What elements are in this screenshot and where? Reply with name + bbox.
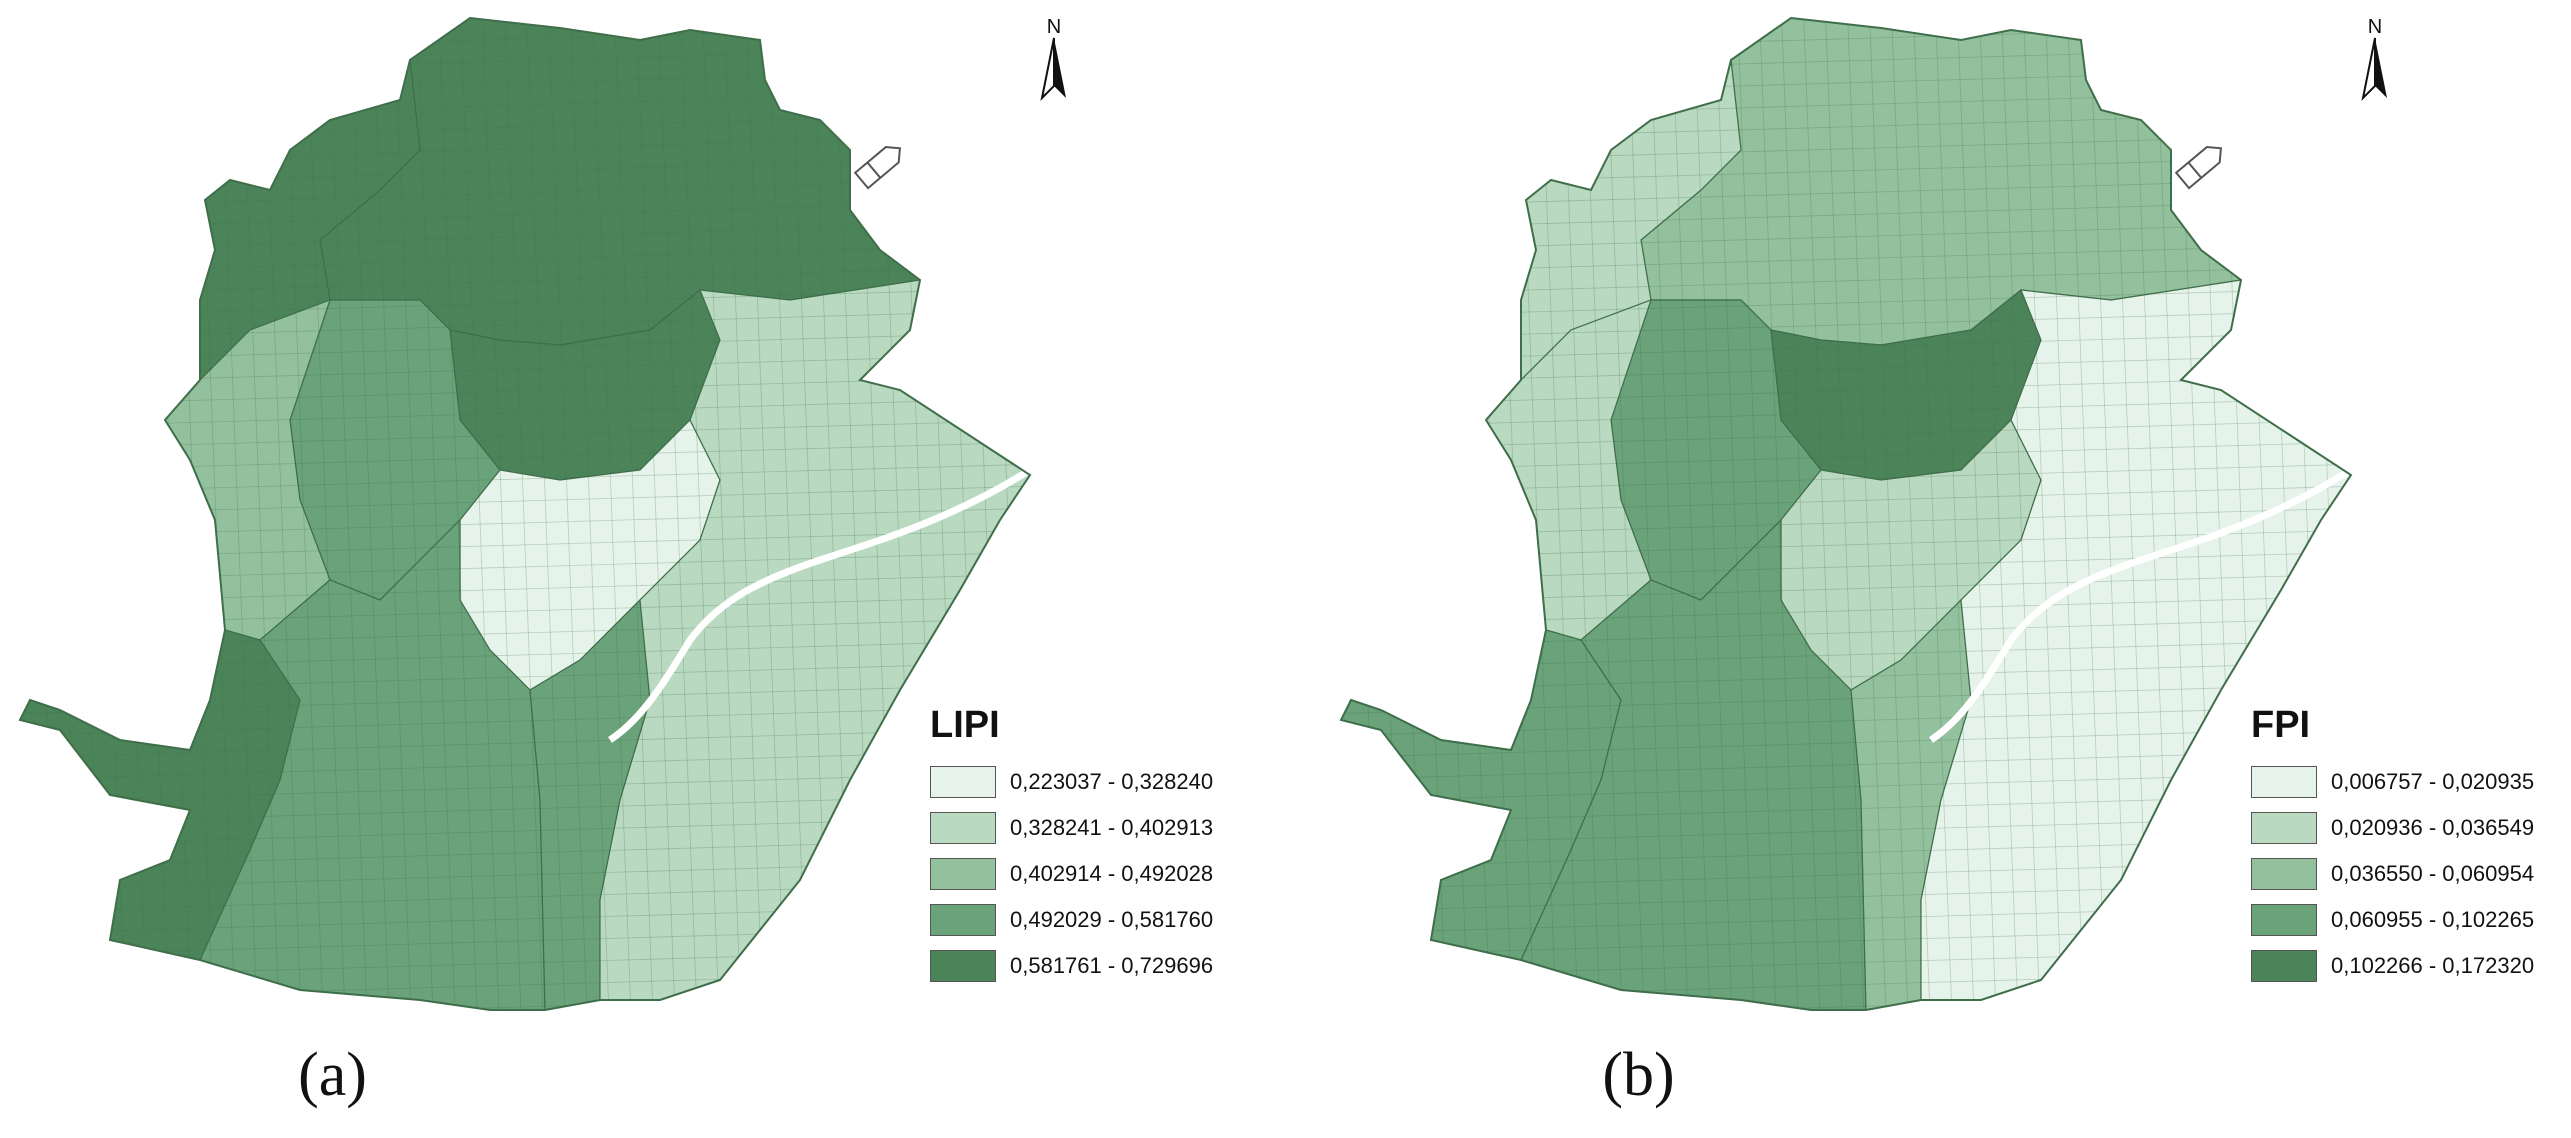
- legend-item: 0,492029 - 0,581760: [930, 903, 1213, 937]
- landmark-icon: [2174, 146, 2223, 190]
- legend-swatch: [2251, 904, 2317, 936]
- choropleth-map-b: [1339, 16, 2353, 1011]
- panel-label: (b): [1602, 1041, 1675, 1109]
- legend-item: 0,581761 - 0,729696: [930, 949, 1213, 983]
- legend-swatch: [2251, 950, 2317, 982]
- north-arrow: N: [1030, 16, 1078, 106]
- legend-swatch: [2251, 858, 2317, 890]
- legend-item: 0,102266 - 0,172320: [2251, 949, 2534, 983]
- north-label: N: [1046, 16, 1062, 38]
- legend-label: 0,581761 - 0,729696: [1010, 953, 1214, 978]
- map-panel-b: N FPI 0,006757 - 0,020935 0,020936 - 0,0…: [1321, 0, 2571, 1138]
- north-arrow: N: [2351, 16, 2399, 106]
- map-panel-a: N LIPI 0,223037 - 0,328240 0,328241 - 0,…: [0, 0, 1285, 1138]
- legend-label: 0,223037 - 0,328240: [1010, 769, 1214, 794]
- legend-swatch: [930, 766, 996, 798]
- legend-item: 0,328241 - 0,402913: [930, 811, 1213, 845]
- legend-item: 0,223037 - 0,328240: [930, 765, 1213, 799]
- legend-title: FPI: [2251, 704, 2311, 746]
- legend-label: 0,020936 - 0,036549: [2331, 815, 2535, 840]
- panel-label: (a): [298, 1041, 367, 1109]
- north-label: N: [2367, 16, 2383, 38]
- legend-swatch: [2251, 766, 2317, 798]
- legend-item: 0,006757 - 0,020935: [2251, 765, 2534, 799]
- landmark-icon: [853, 146, 902, 190]
- city-boundary: [18, 16, 1032, 1011]
- legend-label: 0,036550 - 0,060954: [2331, 861, 2535, 886]
- legend-item: 0,036550 - 0,060954: [2251, 857, 2534, 891]
- choropleth-map-a: [18, 16, 1032, 1011]
- legend-item: 0,060955 - 0,102265: [2251, 903, 2534, 937]
- legend-swatch: [930, 858, 996, 890]
- legend-swatch: [2251, 812, 2317, 844]
- legend-label: 0,492029 - 0,581760: [1010, 907, 1214, 932]
- legend-title: LIPI: [930, 704, 1000, 746]
- legend-swatch: [930, 812, 996, 844]
- river: [1929, 467, 2351, 743]
- river: [608, 467, 1030, 743]
- legend-label: 0,402914 - 0,492028: [1010, 861, 1214, 886]
- legend-label: 0,102266 - 0,172320: [2331, 953, 2535, 978]
- legend-item: 0,020936 - 0,036549: [2251, 811, 2534, 845]
- legend-swatch: [930, 950, 996, 982]
- legend-label: 0,060955 - 0,102265: [2331, 907, 2535, 932]
- city-boundary: [1339, 16, 2353, 1011]
- legend-item: 0,402914 - 0,492028: [930, 857, 1213, 891]
- legend-swatch: [930, 904, 996, 936]
- legend-label: 0,006757 - 0,020935: [2331, 769, 2535, 794]
- legend-label: 0,328241 - 0,402913: [1010, 815, 1214, 840]
